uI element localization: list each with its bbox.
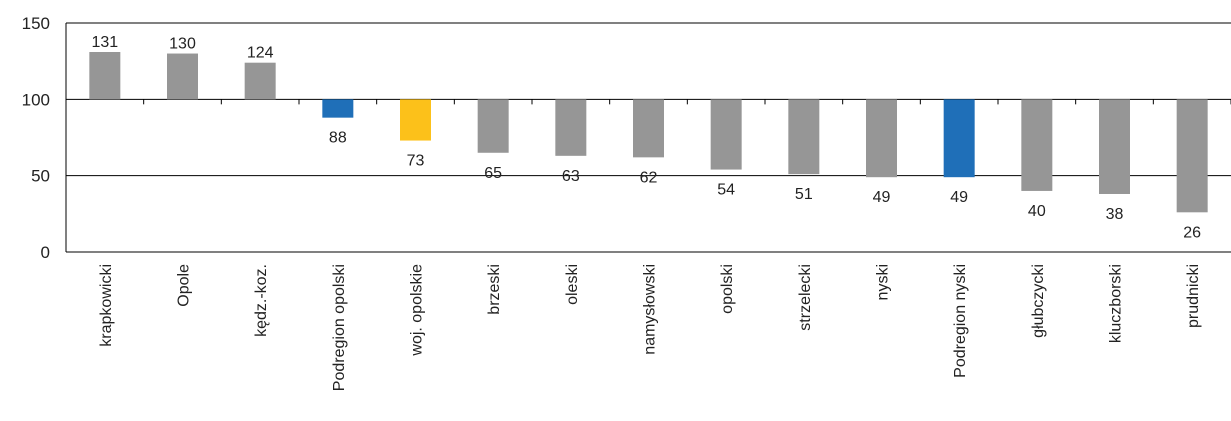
x-axis: krapkowicki Opole kędz.-koz. Podregion opol…: [65, 99, 1231, 391]
category-label-5: brzeski: [486, 264, 503, 315]
bar-11: [943, 99, 975, 178]
y-axis: 0 50 100 150: [22, 14, 67, 262]
data-label-14: 26: [1183, 224, 1201, 241]
data-label-0: 131: [91, 34, 118, 51]
data-label-11: 49: [950, 189, 968, 206]
data-label-8: 54: [717, 182, 735, 199]
bar-12: [1021, 99, 1053, 191]
bar-0: [89, 52, 121, 100]
bar-2: [244, 62, 276, 100]
bar-13: [1099, 99, 1130, 194]
y-tick-label: 0: [41, 243, 50, 262]
bar-4: [400, 99, 431, 141]
data-label-1: 130: [169, 36, 196, 53]
data-label-3: 88: [329, 130, 347, 147]
bar-14: [1176, 99, 1208, 213]
data-label-2: 124: [247, 45, 274, 62]
bar-10: [866, 99, 897, 178]
bar-6: [555, 99, 587, 156]
y-tick-label: 50: [31, 167, 50, 186]
data-label-9: 51: [795, 186, 813, 203]
y-tick-label: 100: [22, 90, 50, 109]
data-label-7: 62: [640, 169, 658, 186]
data-label-6: 63: [562, 168, 580, 185]
data-label-13: 38: [1106, 206, 1124, 223]
category-label-4: woj. opolskie: [409, 264, 426, 357]
data-label-10: 49: [873, 189, 891, 206]
bar-9: [788, 99, 820, 175]
data-label-4: 73: [407, 153, 425, 170]
y-tick-label: 150: [22, 14, 50, 33]
data-label-5: 65: [484, 165, 502, 182]
category-label-10: nyski: [875, 264, 892, 300]
bar-7: [633, 99, 664, 158]
bar-5: [477, 99, 509, 153]
category-label-9: strzelecki: [797, 264, 814, 331]
category-label-6: oleski: [564, 264, 581, 305]
category-label-12: głubczycki: [1030, 264, 1047, 338]
category-label-3: Podregion opolski: [331, 264, 348, 391]
category-label-7: namysłowski: [642, 264, 659, 355]
category-label-2: kędz.-koz.: [253, 264, 270, 337]
category-label-11: Podregion nyski: [952, 264, 969, 378]
bar-3: [322, 99, 354, 118]
bar-8: [710, 99, 742, 170]
category-label-0: krapkowicki: [98, 264, 115, 347]
category-label-8: opolski: [719, 264, 736, 314]
bar-1: [167, 53, 198, 100]
category-label-14: prudnicki: [1185, 264, 1202, 328]
data-labels: 131 130 124 88 73 65 63 62 54 51 49 49 40 38 26: [91, 34, 1201, 241]
data-label-12: 40: [1028, 203, 1046, 220]
category-label-13: kluczborski: [1108, 264, 1125, 343]
category-label-1: Opole: [176, 264, 193, 307]
bars: [89, 52, 1208, 213]
